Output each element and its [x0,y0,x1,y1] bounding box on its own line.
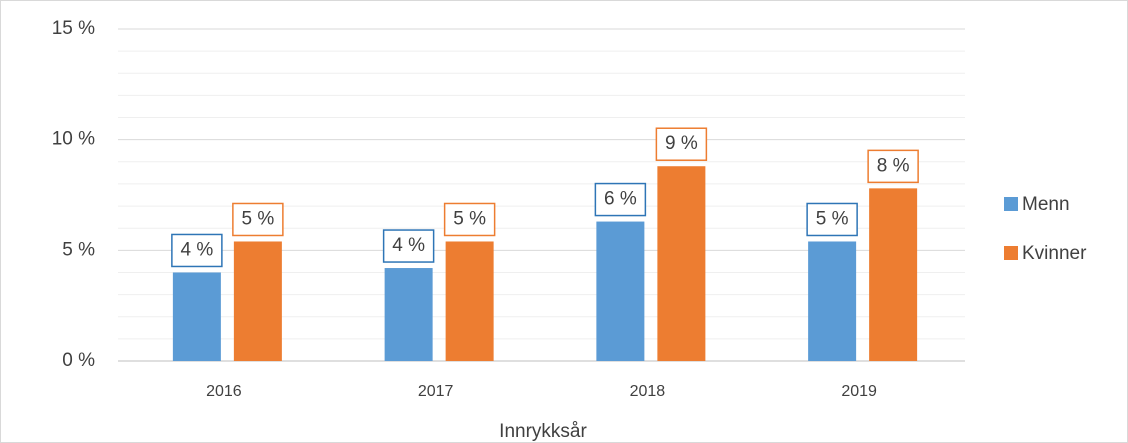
data-label: 4 % [392,235,425,256]
data-label: 5 % [453,208,486,229]
data-label: 6 % [604,189,637,210]
bar [869,188,918,361]
legend-swatch [1004,197,1018,211]
data-label: 5 % [816,208,849,229]
y-tick-label: 5 % [62,239,95,260]
bar [808,241,857,361]
data-label-box [806,202,858,237]
data-label: 5 % [242,208,275,229]
y-tick-label: 0 % [62,350,95,371]
data-label-box [232,202,284,237]
y-tick-label: 15 % [52,18,95,39]
data-label: 8 % [877,155,910,176]
bar [172,272,221,361]
data-label-box [867,149,919,184]
data-label-box [443,202,496,237]
data-label-box [655,127,708,161]
bar [445,241,494,361]
data-label: 4 % [181,239,214,260]
y-tick-label: 10 % [52,129,95,150]
x-axis-title: Innrykksår [499,421,587,442]
x-tick-label: 2018 [630,383,666,400]
bar [657,166,706,361]
data-label-box [171,233,223,268]
data-label: 9 % [665,133,698,154]
data-label-box [594,182,647,217]
legend-label: Kvinner [1022,243,1087,264]
bar [384,268,433,361]
data-label-box [382,229,435,263]
bar [233,241,282,361]
legend-label: Menn [1022,194,1070,215]
bar [596,221,645,361]
x-tick-label: 2016 [206,383,242,400]
x-tick-label: 2019 [841,383,877,400]
x-tick-label: 2017 [418,383,454,400]
legend-swatch [1004,246,1018,260]
